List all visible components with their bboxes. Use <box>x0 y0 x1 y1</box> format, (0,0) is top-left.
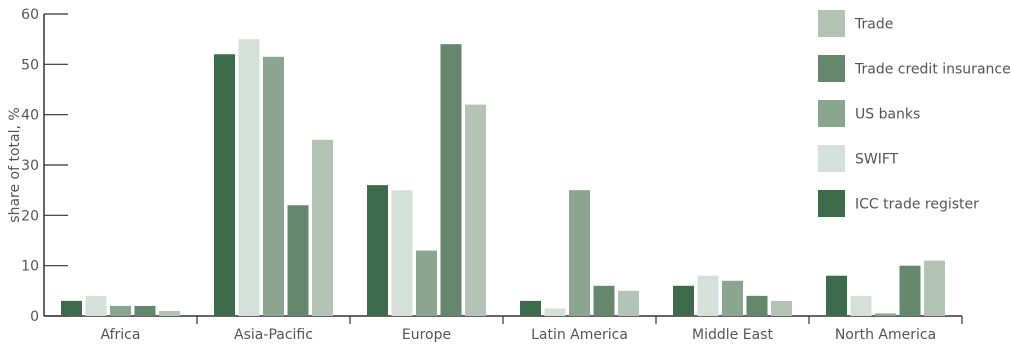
legend-swatch-trade-credit-insurance <box>818 55 845 82</box>
legend-label-icc-trade-register: ICC trade register <box>855 197 979 213</box>
bar-us-banks <box>263 56 284 317</box>
bar-trade <box>771 300 792 316</box>
bar-swift <box>697 275 719 316</box>
y-tick-label: 10 <box>21 259 39 275</box>
legend-label-swift: SWIFT <box>855 152 899 168</box>
bar-swift <box>850 295 872 316</box>
bar-trade-credit-insurance <box>440 44 462 316</box>
y-tick-label: 40 <box>21 108 39 124</box>
bar-trade-credit-insurance <box>899 265 921 316</box>
x-category-label: Latin America <box>531 327 628 343</box>
y-tick-label: 50 <box>21 57 39 73</box>
bar-us-banks <box>110 305 131 316</box>
x-category-label: North America <box>835 327 936 343</box>
bar-trade-credit-insurance <box>287 205 309 316</box>
bar-icc-trade-register <box>826 275 847 316</box>
legend-label-trade-credit-insurance: Trade credit insurance <box>854 62 1010 78</box>
bar-swift <box>238 39 260 317</box>
bar-icc-trade-register <box>673 285 694 316</box>
bar-icc-trade-register <box>367 185 388 316</box>
bar-icc-trade-register <box>214 54 235 317</box>
bar-trade <box>924 260 945 316</box>
bar-trade <box>465 104 486 316</box>
bar-trade <box>618 290 639 316</box>
bar-trade-credit-insurance <box>746 295 768 316</box>
legend-swatch-swift <box>818 145 845 172</box>
bar-icc-trade-register <box>61 300 82 316</box>
legend-swatch-us-banks <box>818 100 845 127</box>
bar-icc-trade-register <box>520 300 541 316</box>
bar-trade <box>159 310 180 316</box>
y-tick-label: 60 <box>21 7 39 23</box>
legend-swatch-trade <box>818 10 845 37</box>
y-tick-label: 20 <box>21 208 39 224</box>
bar-us-banks <box>569 190 590 316</box>
bar-trade-credit-insurance <box>593 285 615 316</box>
legend-swatch-icc-trade-register <box>818 190 845 217</box>
legend-label-trade: Trade <box>854 17 893 33</box>
bar-swift <box>85 295 107 316</box>
x-category-label: Africa <box>101 327 141 343</box>
x-category-label: Middle East <box>692 327 773 343</box>
bar-us-banks <box>722 280 743 316</box>
legend-label-us-banks: US banks <box>855 107 920 123</box>
y-tick-label: 30 <box>21 158 39 174</box>
bar-swift <box>391 190 413 316</box>
bar-trade <box>312 139 333 316</box>
bar-swift <box>544 308 566 316</box>
bar-trade-credit-insurance <box>134 305 156 316</box>
bar-us-banks <box>875 313 896 316</box>
bar-us-banks <box>416 250 437 316</box>
x-category-label: Asia-Pacific <box>234 327 313 343</box>
y-tick-label: 0 <box>30 309 39 325</box>
x-category-label: Europe <box>402 327 451 343</box>
y-axis-title: share of total, % <box>7 107 23 222</box>
